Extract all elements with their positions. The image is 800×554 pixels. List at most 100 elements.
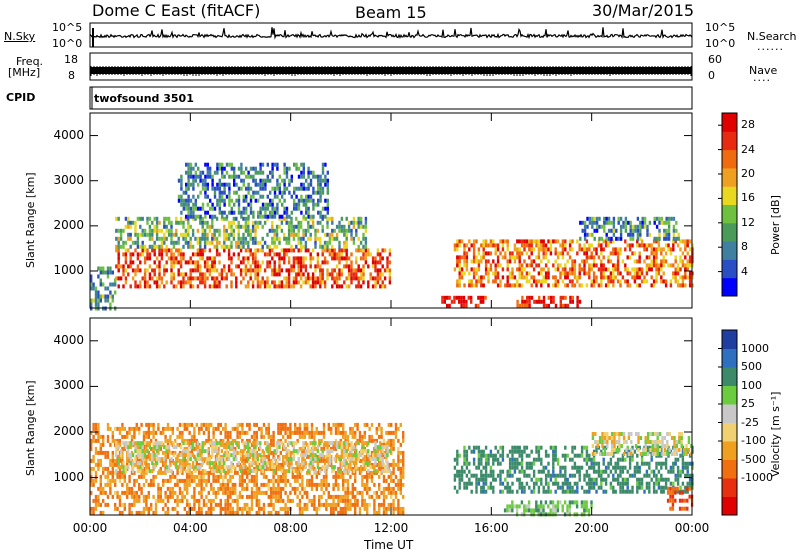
power-echo-cell (208, 264, 212, 269)
power-echo-cell (151, 232, 154, 237)
power-echo-cell (290, 216, 293, 221)
power-echo-cell (283, 170, 286, 175)
power-echo-cell (676, 283, 680, 288)
velocity-echo-cell (193, 446, 196, 451)
power-echo-cell (227, 268, 231, 273)
velocity-echo-cell (135, 494, 138, 499)
power-echo-cell (273, 252, 276, 257)
power-echo-cell (592, 263, 596, 268)
power-echo-cell (585, 271, 589, 276)
velocity-echo-cell (399, 486, 402, 491)
velocity-echo-cell (193, 478, 196, 483)
velocity-echo-cell (152, 426, 155, 431)
power-echo-cell (578, 247, 581, 252)
velocity-echo-cell (104, 482, 107, 487)
velocity-echo-cell (346, 462, 350, 467)
power-echo-cell (290, 220, 293, 225)
velocity-echo-cell (176, 482, 179, 487)
power-echo-cell (225, 214, 229, 219)
power-echo-cell (309, 170, 313, 175)
power-echo-cell (242, 256, 245, 261)
power-echo-cell (249, 236, 252, 241)
power-echo-cell (244, 224, 248, 229)
velocity-echo-cell (169, 426, 172, 431)
velocity-echo-cell (387, 486, 390, 491)
power-echo-cell (526, 303, 529, 308)
power-echo-cell (595, 216, 599, 221)
velocity-echo-cell (344, 478, 347, 483)
velocity-echo-cell (123, 478, 126, 483)
power-echo-cell (357, 276, 360, 281)
velocity-echo-cell (116, 490, 119, 495)
velocity-echo-cell (214, 494, 218, 499)
power-echo-cell (603, 224, 606, 229)
power-echo-cell (653, 236, 656, 241)
power-echo-cell (376, 276, 380, 281)
power-echo-cell (561, 267, 565, 272)
velocity-echo-cell (342, 434, 345, 439)
power-echo-cell (143, 280, 147, 285)
power-echo-cell (312, 214, 315, 219)
power-echo-cell (542, 243, 545, 248)
velocity-echo-cell (178, 450, 182, 455)
velocity-echo-cell (292, 449, 296, 454)
power-echo-cell (312, 190, 315, 195)
velocity-echo-cell (225, 449, 228, 454)
power-echo-cell (203, 244, 207, 249)
velocity-echo-cell (313, 466, 316, 471)
power-echo-cell (331, 220, 334, 225)
velocity-echo-cell (279, 486, 282, 491)
power-echo-cell (155, 244, 159, 249)
velocity-echo-cell (201, 441, 204, 446)
velocity-echo-cell (325, 498, 328, 503)
velocity-echo-cell (169, 494, 172, 499)
velocity-echo-cell (207, 506, 210, 511)
power-echo-cell (167, 220, 171, 225)
velocity-echo-cell (345, 441, 348, 446)
power-echo-cell (456, 247, 459, 252)
velocity-echo-cell (114, 478, 117, 483)
power-echo-cell (300, 170, 303, 175)
velocity-echo-cell (128, 510, 131, 515)
velocity-echo-cell (193, 498, 196, 503)
velocity-echo-cell (381, 445, 384, 450)
velocity-echo-cell (316, 461, 320, 466)
velocity-echo-cell (294, 490, 297, 495)
velocity-echo-cell (145, 494, 148, 499)
power-echo-cell (225, 236, 228, 241)
velocity-echo-cell (174, 482, 177, 487)
power-echo-cell (345, 216, 348, 221)
velocity-echo-cell (151, 453, 154, 458)
power-echo-cell (504, 251, 507, 256)
velocity-echo-cell (392, 446, 395, 451)
velocity-echo-cell (135, 422, 138, 427)
power-echo-cell (119, 244, 123, 249)
velocity-echo-cell (255, 470, 258, 475)
power-echo-cell (374, 280, 377, 285)
power-echo-cell (316, 264, 320, 269)
velocity-echo-cell (332, 474, 335, 479)
power-echo-cell (175, 284, 178, 289)
power-echo-cell (540, 267, 543, 272)
power-echo-cell (583, 243, 586, 248)
velocity-echo-cell (116, 494, 119, 499)
power-echo-cell (106, 294, 110, 299)
power-echo-cell (117, 244, 120, 249)
velocity-echo-cell (327, 490, 330, 495)
velocity-echo-cell (255, 434, 258, 439)
power-echo-cell (588, 247, 591, 252)
power-echo-cell (588, 255, 591, 260)
velocity-echo-cell (124, 441, 128, 446)
power-echo-cell (619, 271, 622, 276)
velocity-echo-cell (397, 466, 400, 471)
power-echo-cell (244, 236, 248, 241)
power-echo-cell (124, 260, 128, 265)
velocity-echo-cell (162, 426, 165, 431)
velocity-echo-cell (331, 465, 334, 470)
velocity-echo-cell (284, 482, 287, 487)
velocity-echo-cell (239, 453, 243, 458)
velocity-echo-cell (262, 474, 266, 479)
power-echo-cell (302, 170, 305, 175)
velocity-echo-cell (282, 466, 285, 471)
power-echo-cell (609, 279, 613, 284)
